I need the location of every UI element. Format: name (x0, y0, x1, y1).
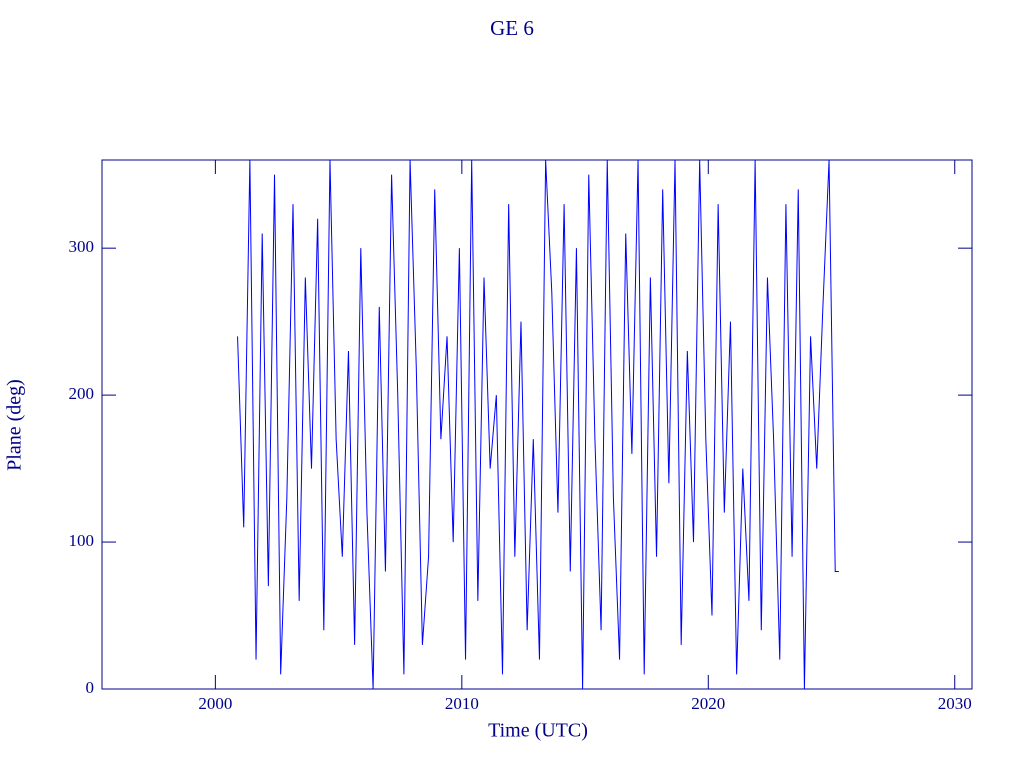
x-tick-label: 2020 (691, 694, 725, 713)
y-axis-label: Plane (deg) (4, 379, 26, 471)
plot-frame (101, 159, 973, 690)
x-tick-label: 2030 (938, 694, 972, 713)
x-tick-label: 2010 (445, 694, 479, 713)
data-line (237, 159, 839, 690)
y-tick-label: 100 (69, 531, 95, 550)
chart-title: GE 6 (490, 16, 534, 40)
x-tick-label: 2000 (198, 694, 232, 713)
x-axis-label: Time (UTC) (488, 720, 588, 742)
y-tick-label: 300 (69, 237, 95, 256)
y-tick-label: 200 (69, 384, 95, 403)
y-tick-label: 0 (86, 678, 95, 697)
